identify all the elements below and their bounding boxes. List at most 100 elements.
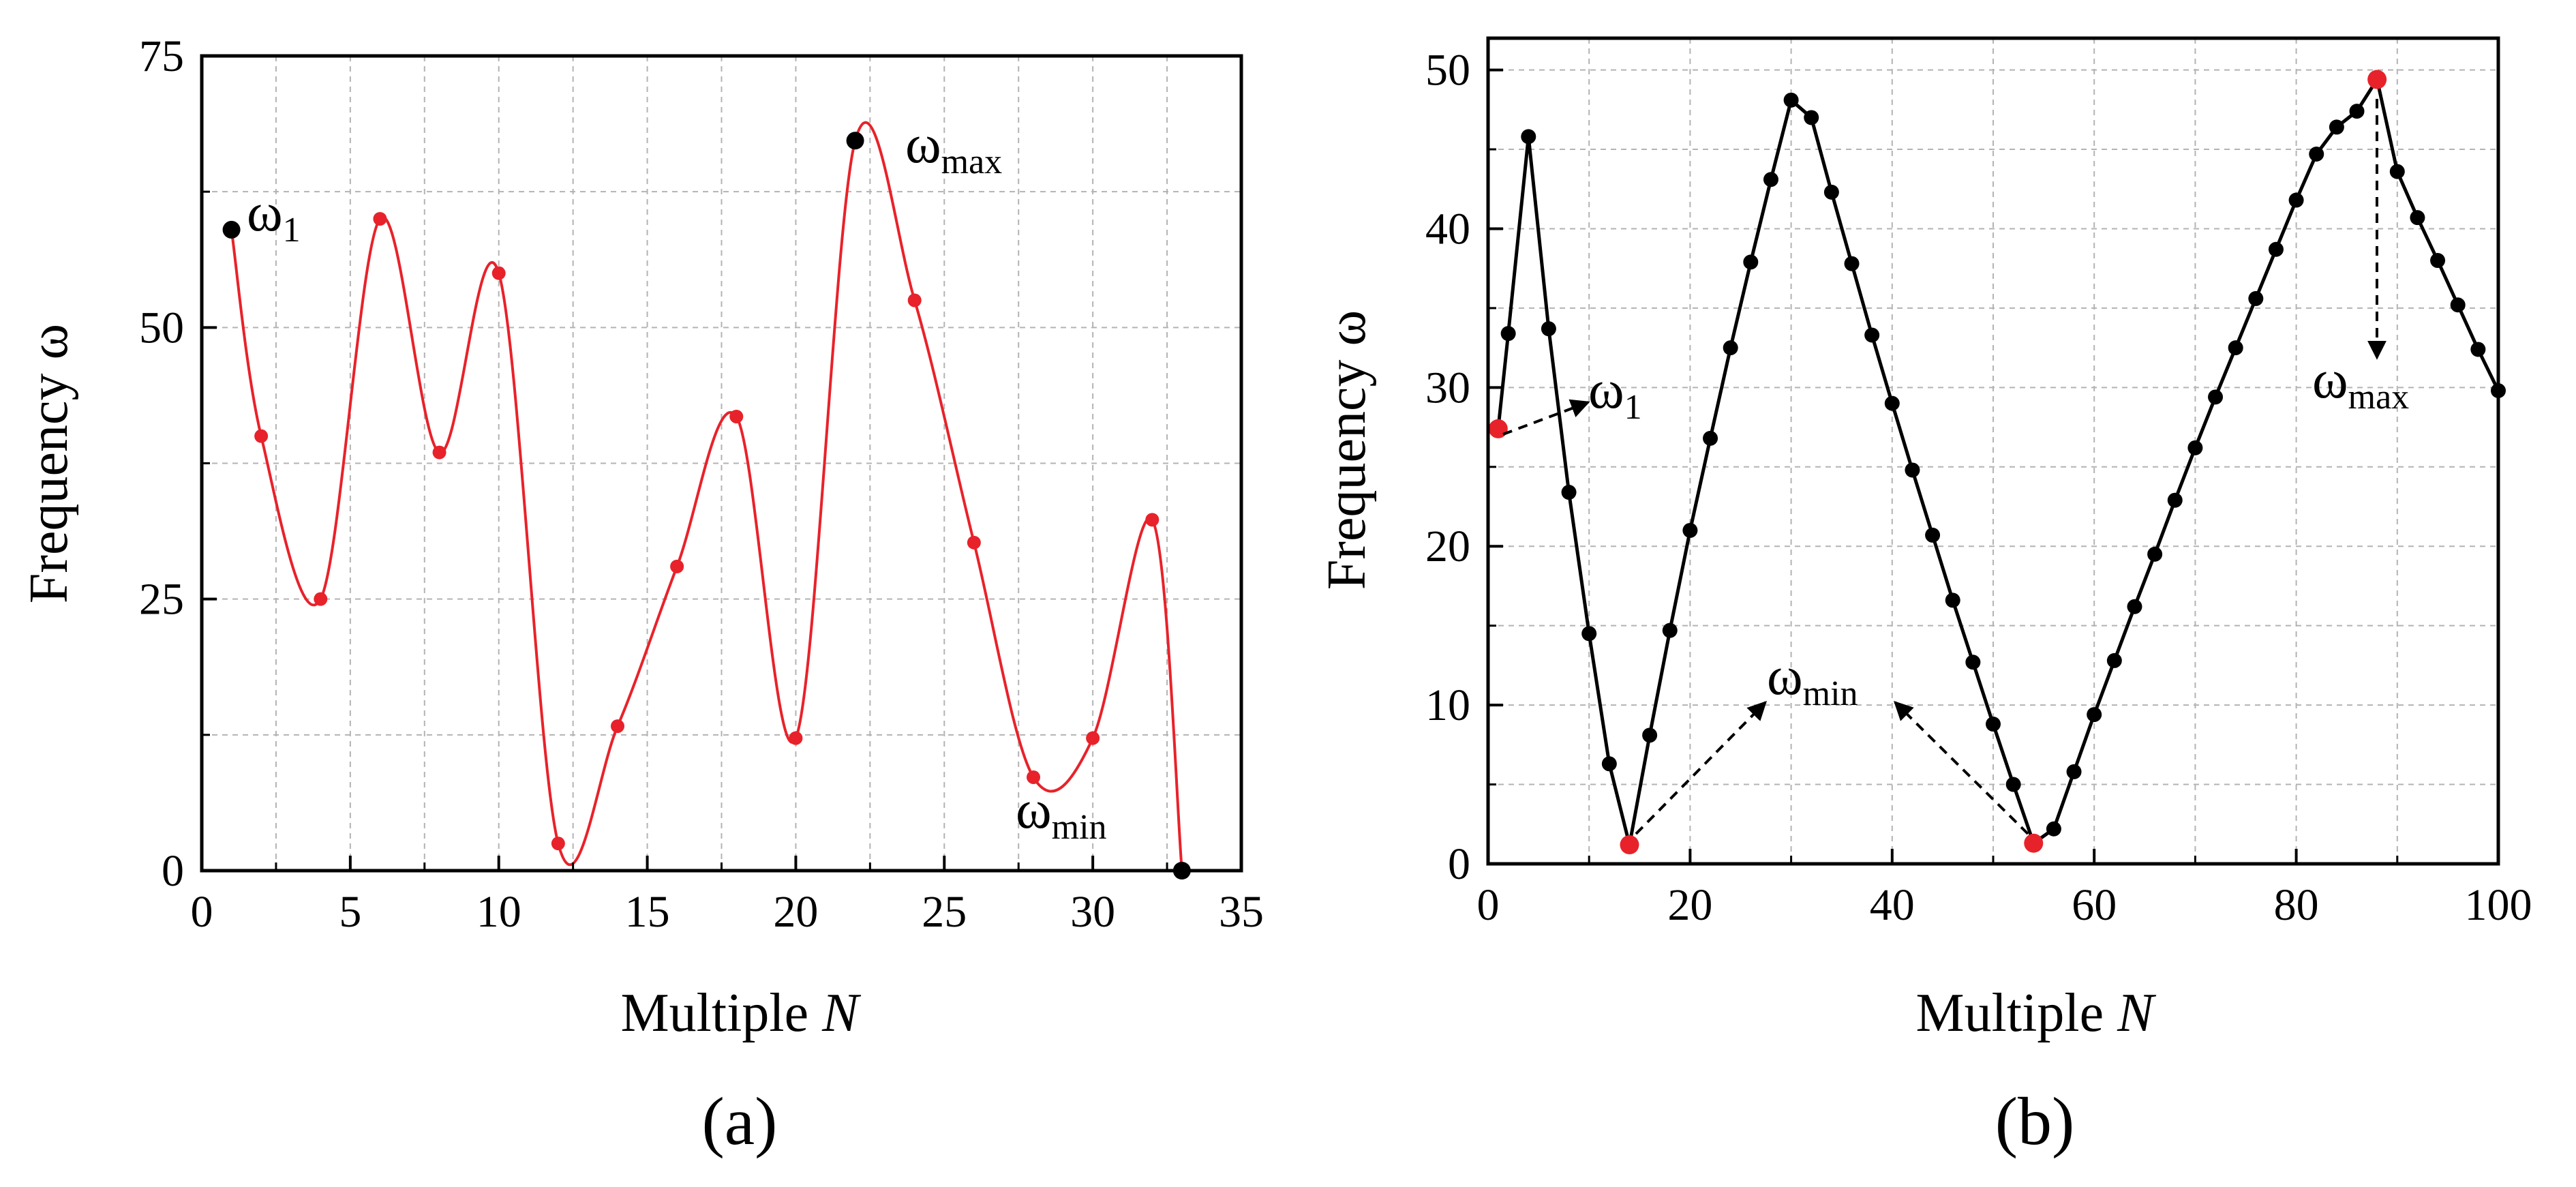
b-point-5 (1581, 626, 1597, 642)
a-y-tick-label-3: 75 (139, 31, 184, 81)
b-point-45 (2389, 164, 2405, 179)
panel-b-omega-1-arrow (1502, 399, 1590, 436)
b-point-43 (2349, 104, 2365, 119)
panel-a-caption: (a) (702, 1083, 778, 1159)
b-point-1 (1500, 326, 1516, 342)
a-point-16 (1145, 513, 1160, 527)
panel-a-frame (200, 54, 1243, 873)
b-point-22 (1925, 527, 1941, 543)
a-x-tick-label-7: 35 (1219, 887, 1264, 937)
a-x-tick-label-2: 10 (476, 887, 521, 937)
b-point-4 (1561, 485, 1577, 500)
b-y-tick-label-5: 50 (1425, 46, 1470, 95)
a-point-6 (551, 837, 565, 851)
b-point-36 (2208, 389, 2224, 405)
b-x-tick-label-4: 80 (2274, 880, 2319, 930)
b-point-41 (2309, 147, 2324, 162)
b-point-48 (2450, 297, 2466, 313)
b-point-14 (1763, 172, 1778, 187)
panel-b-grid (1488, 38, 2498, 864)
a-y-tick-label-1: 25 (139, 575, 184, 625)
panel-a-omega-min-label: ωmin (1016, 780, 1107, 847)
b-y-tick-label-3: 30 (1425, 363, 1470, 412)
b-point-35 (2187, 440, 2203, 455)
b-point-37 (2228, 340, 2243, 356)
b-point-25 (1986, 717, 2001, 732)
panel-b-points (1488, 70, 2506, 855)
b-point-9 (1662, 622, 1678, 638)
b-point-26 (2005, 777, 2021, 792)
a-point-5 (491, 266, 506, 280)
b-y-tick-label-4: 40 (1425, 204, 1470, 254)
b-point-33 (2147, 546, 2163, 562)
b-point-18 (1844, 256, 1860, 271)
b-point-13 (1743, 254, 1759, 270)
panel-b-caption: (b) (1995, 1083, 2075, 1159)
panel-a-x-axis-label: Multiple N (621, 983, 862, 1043)
b-point-2 (1521, 129, 1536, 145)
b-point-47 (2430, 253, 2446, 269)
b-x-tick-label-5: 100 (2465, 880, 2532, 930)
panel-a-points (222, 132, 1191, 880)
a-point-7 (611, 719, 624, 734)
a-point-3 (373, 212, 387, 226)
b-point-23 (1945, 592, 1960, 608)
b-point-44 (2367, 70, 2387, 89)
a-x-tick-label-1: 5 (339, 887, 361, 937)
b-point-20 (1884, 395, 1900, 411)
b-point-42 (2329, 119, 2344, 135)
a-x-tick-label-4: 20 (773, 887, 818, 937)
a-point-9 (729, 409, 744, 423)
b-point-3 (1541, 321, 1556, 337)
b-x-tick-label-3: 60 (2072, 880, 2117, 930)
a-point-11 (846, 132, 864, 150)
a-point-12 (907, 293, 922, 307)
panel-b-omega-max-label: ωmax (2312, 350, 2409, 417)
b-point-19 (1864, 327, 1880, 343)
a-x-tick-label-6: 30 (1070, 887, 1115, 937)
a-point-2 (314, 592, 328, 606)
a-y-tick-label-0: 0 (162, 846, 184, 896)
b-point-39 (2268, 241, 2284, 257)
b-point-34 (2167, 492, 2183, 508)
panel-a-curve-group (230, 121, 1183, 871)
a-y-tick-label-2: 50 (139, 303, 184, 352)
b-x-tick-label-1: 20 (1667, 880, 1712, 930)
panel-b-omega-1-label: ω1 (1588, 360, 1642, 427)
b-point-27 (2024, 833, 2044, 853)
b-y-tick-label-1: 10 (1425, 680, 1470, 730)
a-x-tick-label-5: 25 (922, 887, 967, 937)
panel-a-tick-labels: 0 5 10 15 20 25 30 35 0 25 50 75 (139, 31, 1264, 937)
b-point-32 (2127, 599, 2142, 614)
b-point-28 (2046, 821, 2061, 837)
b-x-tick-label-0: 0 (1477, 880, 1500, 930)
b-point-40 (2288, 192, 2304, 208)
b-point-7 (1620, 835, 1639, 855)
panel-b-chart: 0 20 40 60 80 100 0 10 20 30 40 50 Multiple N Frequ… (1317, 36, 2532, 1159)
a-x-tick-label-3: 15 (625, 887, 670, 937)
panel-a-omega-max-label: ωmax (905, 115, 1002, 181)
b-point-24 (1965, 655, 1981, 670)
a-series-line (230, 121, 1183, 871)
panel-b-tick-labels: 0 20 40 60 80 100 0 10 20 30 40 50 (1425, 46, 2532, 930)
a-point-1 (254, 429, 269, 443)
b-point-29 (2066, 764, 2082, 779)
panel-a-chart: 0 5 10 15 20 25 30 35 0 25 50 75 Multiple N Frequen… (19, 31, 1264, 1159)
b-point-6 (1601, 756, 1617, 772)
a-point-15 (1086, 731, 1100, 745)
b-point-21 (1905, 462, 1920, 478)
b-point-15 (1783, 92, 1799, 108)
a-point-10 (789, 731, 803, 745)
b-point-16 (1804, 110, 1819, 125)
panel-b-y-axis-label: Frequency ω (1317, 310, 1377, 590)
b-y-tick-label-2: 20 (1425, 522, 1470, 571)
panel-b-omega-min-label: ωmin (1767, 646, 1858, 713)
b-point-38 (2248, 290, 2264, 306)
b-point-0 (1488, 419, 1508, 438)
b-point-17 (1823, 184, 1839, 200)
b-point-49 (2470, 342, 2486, 357)
panel-a-y-axis-label: Frequency ω (19, 324, 79, 603)
panel-b-omega-min-arrow-left (1635, 701, 1767, 835)
b-point-12 (1723, 340, 1738, 356)
